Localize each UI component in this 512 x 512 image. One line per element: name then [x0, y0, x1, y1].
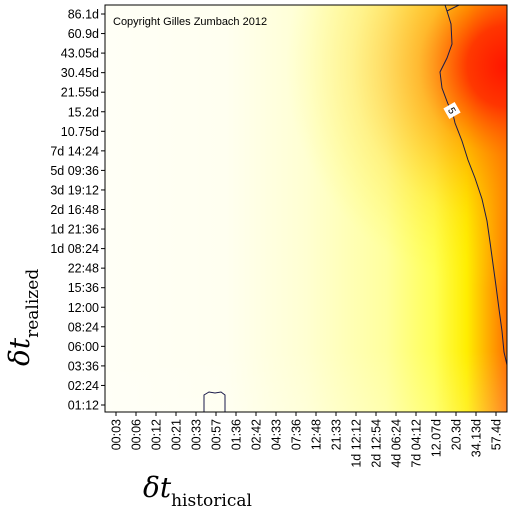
y-tick-label: 22:48 [68, 262, 99, 276]
y-tick-label: 15:36 [68, 281, 99, 295]
x-tick-label: 7d 04:12 [410, 419, 424, 468]
y-tick-label: 15.2d [68, 105, 99, 119]
x-tick-label: 01:36 [230, 419, 244, 450]
heatmap-fade [105, 5, 507, 412]
contour-label-bg [443, 102, 461, 119]
x-tick-label: 00:21 [170, 419, 184, 450]
x-tick-label: 21:33 [330, 419, 344, 450]
x-tick-label: 20.3d [450, 419, 464, 450]
x-tick-label: 00:03 [110, 419, 124, 450]
x-tick-label: 00:06 [130, 419, 144, 450]
y-axis-title-subscript: realized [23, 269, 43, 338]
x-tick-label: 57.4d [490, 419, 504, 450]
y-tick-label: 7d 14:24 [50, 144, 99, 158]
x-tick-label: 34.13d [470, 419, 484, 457]
heatmap-plot-area: 5 [105, 5, 507, 412]
plot-frame [104, 4, 508, 413]
y-tick-label: 86.1d [68, 8, 99, 22]
y-tick-label: 06:00 [68, 340, 99, 354]
copyright-annotation: Copyright Gilles Zumbach 2012 [113, 16, 267, 28]
y-tick-label: 21.55d [61, 86, 99, 100]
y-tick-label: 30.45d [61, 66, 99, 80]
y-axis-title: δtrealized [3, 269, 43, 366]
x-tick-label: 00:33 [190, 419, 204, 450]
x-axis-title-subscript: historical [171, 491, 252, 511]
y-axis-title-symbol: δt [3, 337, 36, 366]
x-tick-label: 00:57 [210, 419, 224, 450]
x-tick-label: 1d 12:12 [350, 419, 364, 468]
y-tick-label: 43.05d [61, 47, 99, 61]
x-tick-label: 02:42 [250, 419, 264, 450]
y-tick-label: 01:12 [68, 399, 99, 413]
y-tick-label: 5d 09:36 [50, 164, 99, 178]
y-tick-label: 2d 16:48 [50, 203, 99, 217]
x-tick-label: 12:48 [310, 419, 324, 450]
x-tick-label: 2d 12:54 [370, 419, 384, 468]
x-tick-label: 12.07d [430, 419, 444, 457]
contour-line-5 [439, 5, 507, 366]
x-axis-title: δthistorical [143, 471, 252, 511]
x-tick-label: 00:12 [150, 419, 164, 450]
y-tick-label: 1d 08:24 [50, 242, 99, 256]
x-tick-label: 04:33 [270, 419, 284, 450]
x-axis: 00:03 00:06 00:12 00:21 00:33 00:57 01:36 02:42… [110, 412, 504, 468]
contour-line-small [203, 391, 226, 412]
y-tick-label: 1d 21:36 [50, 223, 99, 237]
contour-label-5: 5 [445, 106, 458, 117]
y-tick-label: 60.9d [68, 27, 99, 41]
y-tick-label: 02:24 [68, 379, 99, 393]
x-tick-label: 4d 06:24 [390, 419, 404, 468]
y-tick-label: 10.75d [61, 125, 99, 139]
y-axis: 01:12 02:24 03:36 06:00 08:24 12:00 15:36 22:48… [50, 8, 105, 413]
x-axis-title-symbol: δt [143, 471, 172, 504]
y-tick-label: 12:00 [68, 301, 99, 315]
y-tick-label: 08:24 [68, 320, 99, 334]
y-tick-label: 03:36 [68, 359, 99, 373]
x-tick-label: 07:36 [290, 419, 304, 450]
y-tick-label: 3d 19:12 [50, 183, 99, 197]
